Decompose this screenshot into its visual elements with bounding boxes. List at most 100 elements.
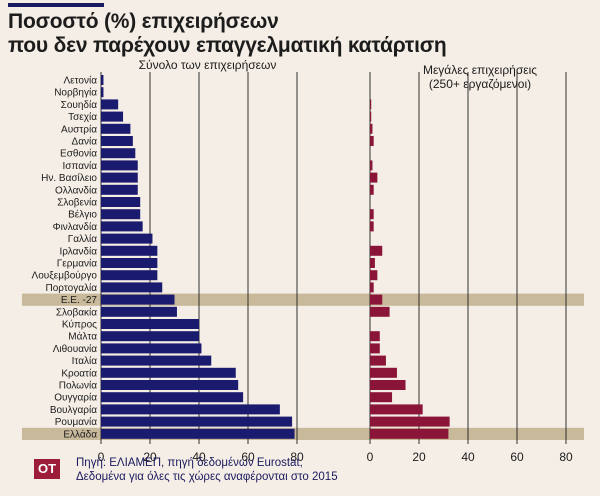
right-tick-label: 40 xyxy=(461,450,475,464)
left-bar xyxy=(101,245,158,256)
left-bar xyxy=(101,160,138,171)
category-label: Τσεχία xyxy=(68,111,97,123)
left-bar xyxy=(101,87,104,98)
left-tick-label: 20 xyxy=(143,450,157,464)
left-bar xyxy=(101,148,136,159)
left-bar xyxy=(101,136,133,146)
category-label: Ιρλανδία xyxy=(60,245,98,257)
left-bar xyxy=(101,197,141,207)
right-bar xyxy=(370,294,383,305)
left-bar xyxy=(101,355,212,366)
category-label: Βέλγιο xyxy=(68,209,97,221)
left-bar xyxy=(101,331,199,342)
right-bar xyxy=(370,380,406,390)
left-bar xyxy=(101,75,104,85)
category-label: Πολωνία xyxy=(59,380,97,392)
category-label: Ελλάδα xyxy=(63,428,97,440)
left-tick-label: 80 xyxy=(290,450,304,464)
source-line-2: Δεδομένα για όλες τις χώρες αναφέρονται … xyxy=(76,471,338,483)
right-tick-label: 20 xyxy=(412,450,426,464)
left-tick-label: 60 xyxy=(241,450,255,464)
right-bar xyxy=(370,99,372,110)
category-label: Λετονία xyxy=(63,75,97,87)
category-label: Εσθονία xyxy=(60,148,97,160)
left-bar xyxy=(101,233,153,244)
category-label: Ρουμανία xyxy=(55,416,97,428)
right-tick-label: 60 xyxy=(510,450,524,464)
right-panel-title-line2: (250+ εργαζόμενοι) xyxy=(428,77,532,91)
right-bar xyxy=(370,184,374,195)
right-bar xyxy=(370,282,374,293)
brand-logo: OT xyxy=(34,459,60,479)
left-bar xyxy=(101,416,293,427)
left-bar xyxy=(101,404,280,415)
left-tick-label: 40 xyxy=(192,450,206,464)
category-label: Σουηδία xyxy=(61,99,98,111)
category-label: Ισπανία xyxy=(63,160,98,172)
right-panel-title: Μεγάλες επιχειρήσεις (250+ εργαζόμενοι) xyxy=(380,63,580,91)
category-label: Ουγγαρία xyxy=(54,392,97,404)
right-tick-label: 0 xyxy=(367,450,374,464)
right-bar xyxy=(370,416,450,427)
left-bar xyxy=(101,270,158,281)
category-label: Μάλτα xyxy=(68,331,97,343)
right-bar xyxy=(370,428,449,439)
right-bar xyxy=(370,367,397,378)
left-panel-title: Σύνολο των επιχειρήσεων xyxy=(138,58,277,72)
category-label: Ην. Βασίλειο xyxy=(41,172,97,184)
category-label: Σλοβακία xyxy=(56,306,97,318)
left-bar xyxy=(101,319,199,329)
left-bar xyxy=(101,428,295,439)
left-bar xyxy=(101,306,177,317)
category-label: Λουξεμβούργο xyxy=(32,270,98,282)
left-bar xyxy=(101,294,175,305)
right-bar xyxy=(370,306,390,317)
category-label: Κροατία xyxy=(61,367,97,379)
right-bar xyxy=(370,123,373,134)
left-bar xyxy=(101,221,143,232)
left-bar xyxy=(101,367,236,378)
left-tick-label: 0 xyxy=(98,450,105,464)
right-bar xyxy=(370,136,374,146)
category-label: Ε.Ε. -27 xyxy=(61,295,98,306)
category-label: Σλοβενία xyxy=(57,197,97,209)
left-bar xyxy=(101,111,124,122)
left-bar xyxy=(101,392,244,403)
right-bar xyxy=(370,221,374,232)
right-bar xyxy=(370,392,393,403)
chart-title-line2: που δεν παρέχουν επαγγελματική κατάρτιση xyxy=(8,34,447,57)
right-bar xyxy=(370,331,380,342)
category-label: Βουλγαρία xyxy=(50,404,97,416)
right-tick-label: 80 xyxy=(559,450,573,464)
source-line-1: Πηγή: ΕΛΙΑΜΕΠ, πηγή δεδομένων Eurostat, xyxy=(76,457,303,469)
right-bar xyxy=(370,258,375,268)
category-label: Νορβηγία xyxy=(54,87,97,99)
right-bar xyxy=(370,245,383,256)
source-note: Πηγή: ΕΛΙΑΜΕΠ, πηγή δεδομένων Eurostat, … xyxy=(76,456,338,484)
left-bar xyxy=(101,380,239,390)
category-label: Αυστρία xyxy=(61,123,97,135)
title-accent-line xyxy=(8,3,104,7)
left-bar xyxy=(101,209,141,220)
right-bar xyxy=(370,172,378,183)
right-bar xyxy=(370,209,374,220)
left-bar xyxy=(101,343,202,354)
category-label: Ιταλία xyxy=(72,355,98,367)
right-bar xyxy=(370,343,380,354)
left-bar xyxy=(101,99,119,110)
category-label: Λιθουανία xyxy=(53,343,97,355)
category-label: Ολλανδία xyxy=(55,184,97,196)
right-bar xyxy=(370,111,372,122)
category-label: Κύπρος xyxy=(62,319,97,331)
category-label: Γερμανία xyxy=(57,258,97,270)
chart-title: Ποσοστό (%) επιχειρήσεων που δεν παρέχου… xyxy=(8,10,447,58)
category-label: Πορτογαλία xyxy=(46,282,98,294)
right-bar xyxy=(370,270,378,281)
right-bar xyxy=(370,404,423,415)
right-bar xyxy=(370,355,386,366)
category-label: Δανία xyxy=(72,136,98,148)
chart-title-line1: Ποσοστό (%) επιχειρήσεων xyxy=(8,10,279,33)
right-panel-title-line1: Μεγάλες επιχειρήσεις xyxy=(422,63,538,77)
category-label: Φινλανδία xyxy=(53,221,98,233)
